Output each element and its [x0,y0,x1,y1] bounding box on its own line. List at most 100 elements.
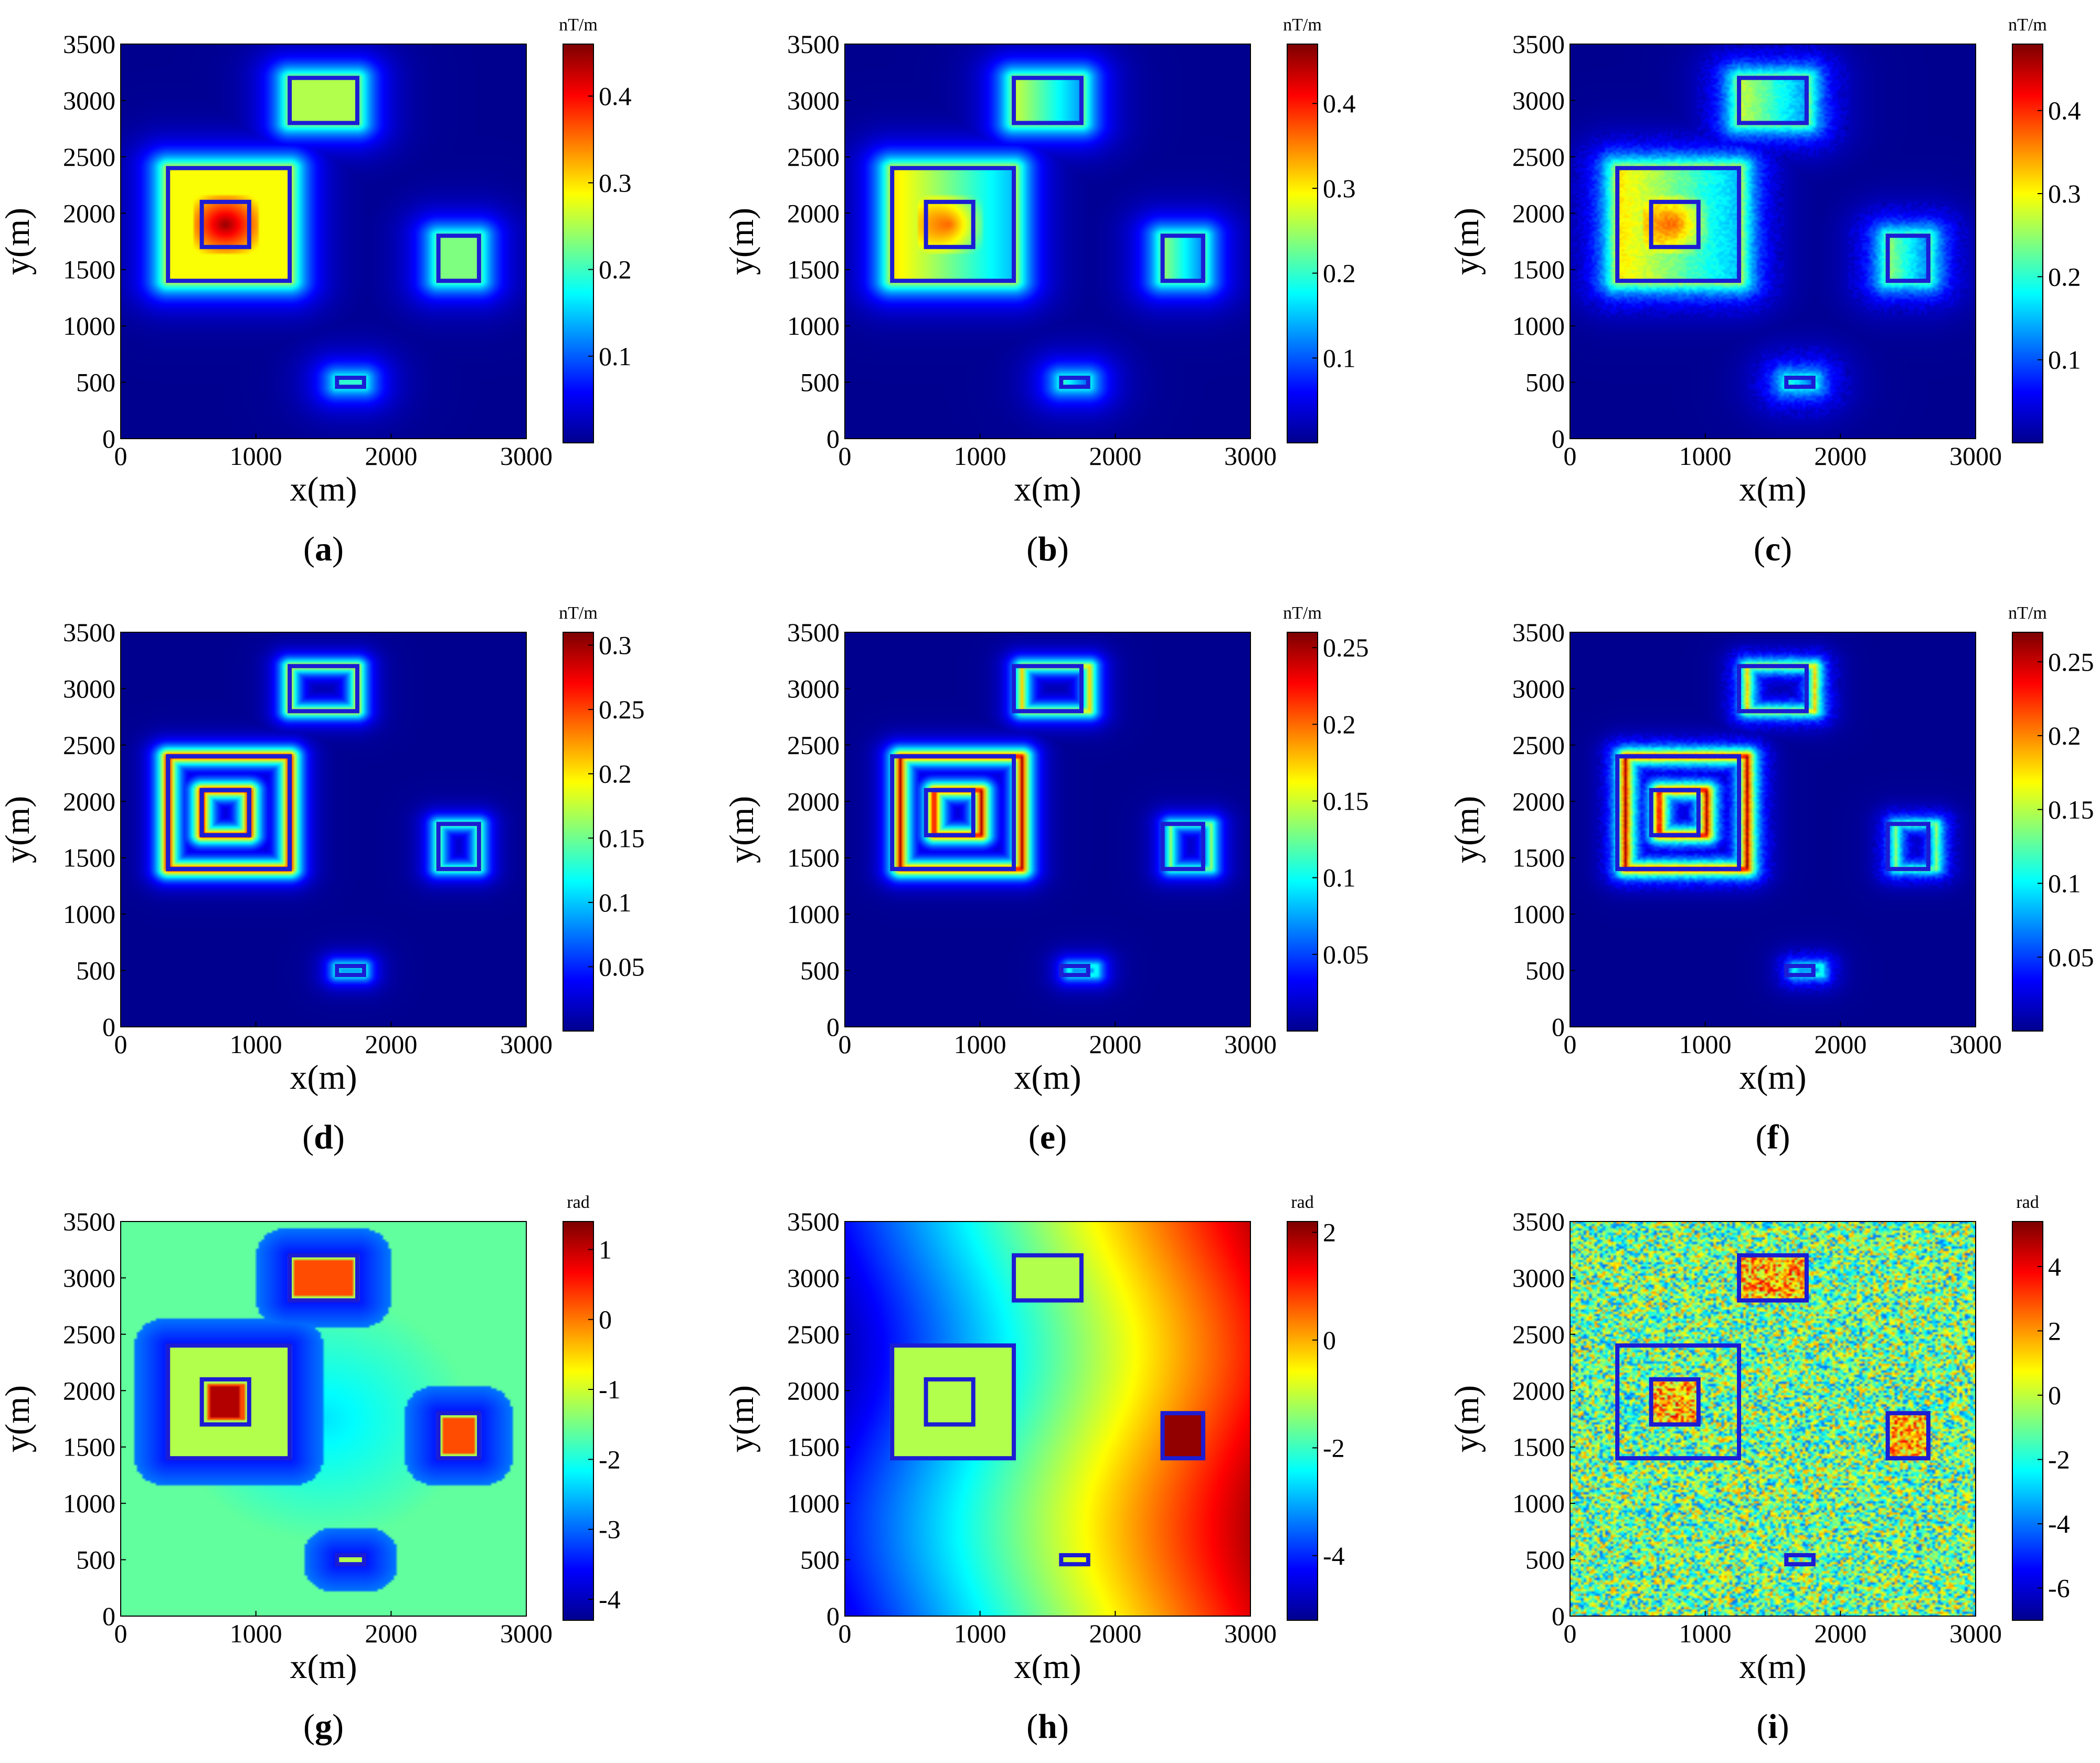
y-tick-label: 0 [102,1012,115,1042]
y-tick-label: 3500 [787,618,840,647]
source-outline-inner-body [1649,788,1701,837]
axes-frame [120,44,527,439]
panel-f: 0 1000 2000 3000 0 500 1000 1500 2000 2500 3000 350… [1448,603,2094,1156]
axes-frame [1569,632,1976,1027]
colorbar-tick-label: 0.3 [2048,179,2081,208]
x-tick-label: 0 [1564,1619,1577,1648]
colorbar-tick-label: 0.3 [599,631,632,660]
y-tick-label: 1500 [787,255,840,284]
colorbar-unit: nT/m [1283,603,1322,623]
x-tick-label: 3000 [1949,1029,2002,1059]
x-tick-label: 3000 [1224,1029,1277,1059]
colorbar-tick-label: 0.2 [599,255,632,284]
colorbar-unit: nT/m [559,603,598,623]
colorbar-tick-label: 0.4 [599,81,632,111]
colorbar-tick-label: -4 [1323,1541,1345,1570]
panel-c: 0 1000 2000 3000 0 500 1000 1500 2000 2500 3000 350… [1448,15,2081,568]
y-axis-label: y(m) [0,796,37,863]
colorbar-tick-label: -1 [599,1375,621,1404]
colorbar-frame [2012,44,2043,443]
colorbar-tick-label: 0.2 [2048,262,2081,291]
source-outline-large-body [890,1343,1016,1461]
colorbar-tick-label: -3 [599,1515,621,1544]
y-tick-label: 2500 [63,1320,115,1349]
y-tick-label: 1000 [63,1489,115,1518]
source-outline-small-body [1784,963,1816,978]
y-tick-label: 500 [800,956,840,985]
colorbar-tick-label: 0.1 [599,342,632,371]
source-outline-inner-body [1649,1377,1701,1427]
panel-label-a: (a) [303,530,344,568]
heatmap-a [121,44,526,439]
y-tick-label: 1000 [1512,899,1565,929]
colorbar-g [563,1222,593,1620]
y-tick-label: 3500 [63,1207,115,1236]
colorbar-tick-label: -6 [2048,1574,2070,1603]
x-tick-label: 0 [114,1619,128,1648]
source-outline-small-body [1784,1553,1816,1567]
heatmap-b [845,44,1250,439]
y-axis-label: y(m) [1448,208,1486,275]
y-tick-label: 2000 [787,1376,840,1405]
y-tick-label: 1000 [787,1489,840,1518]
x-tick-label: 1000 [1679,441,1732,471]
colorbar-tick-label: 0.1 [599,888,632,917]
x-axis-label: x(m) [290,1058,357,1097]
source-outline-small-body [335,375,366,389]
colorbar-tick-label: 0.15 [1323,787,1369,816]
x-axis-label: x(m) [290,470,357,508]
x-tick-label: 2000 [365,441,417,471]
panel-label-e: (e) [1028,1118,1067,1156]
panel-label-c: (c) [1754,530,1792,568]
colorbar-tick-label: 0 [2048,1380,2061,1410]
source-outline-top-body [1012,1253,1084,1303]
source-outline-right-body [436,822,481,872]
heatmap-f [1570,632,1976,1027]
y-tick-label: 2000 [787,787,840,816]
axes-frame [1569,44,1976,439]
y-tick-label: 1500 [1512,1432,1565,1462]
y-tick-label: 2500 [1512,142,1565,172]
panel-label-i: (i) [1756,1707,1789,1746]
x-tick-label: 0 [1564,441,1577,471]
colorbar-unit: rad [567,1193,589,1212]
source-outline-top-body [1737,76,1809,125]
y-tick-label: 2000 [63,787,115,816]
source-outline-right-body [1885,822,1931,872]
y-tick-label: 0 [826,1012,840,1042]
heatmap-h [845,1222,1250,1616]
panel-d: 0 1000 2000 3000 0 500 1000 1500 2000 2500 3000 350… [0,603,645,1156]
source-outline-large-body [166,166,292,283]
colorbar-tick-label: 0.1 [2048,345,2081,375]
source-outline-top-body [288,1253,359,1303]
colorbar-tick-label: 0.25 [599,695,645,724]
y-tick-label: 3000 [63,1263,115,1292]
x-tick-label: 2000 [365,1619,417,1648]
heatmap-e [845,632,1250,1027]
colorbar-frame [1287,632,1318,1032]
panel-i: 0 1000 2000 3000 0 500 1000 1500 2000 2500 3000 350… [1448,1193,2070,1746]
source-outline-large-body [166,1343,292,1461]
y-tick-label: 0 [1552,424,1565,453]
x-tick-label: 0 [114,1029,128,1059]
y-tick-label: 3500 [1512,29,1565,59]
colorbar-tick-label: 0.3 [1323,174,1356,203]
x-tick-label: 3000 [500,1619,553,1648]
source-outline-top-body [1737,664,1809,714]
y-tick-label: 2000 [1512,198,1565,228]
y-tick-label: 500 [76,956,115,985]
y-tick-label: 3000 [63,86,115,115]
y-tick-label: 1000 [63,899,115,929]
x-tick-label: 1000 [230,1029,282,1059]
panel-a: 0 1000 2000 3000 0 500 1000 1500 2000 2500 3000 350… [0,15,632,568]
source-outline-right-body [1160,233,1205,283]
source-outline-right-body [1885,233,1931,283]
colorbar-tick-label: 2 [2048,1316,2061,1345]
source-outline-top-body [1012,76,1084,125]
colorbar-c [2012,44,2043,443]
x-tick-label: 0 [839,1619,852,1648]
y-tick-label: 2000 [1512,787,1565,816]
y-tick-label: 1000 [787,311,840,341]
y-tick-label: 3000 [787,86,840,115]
